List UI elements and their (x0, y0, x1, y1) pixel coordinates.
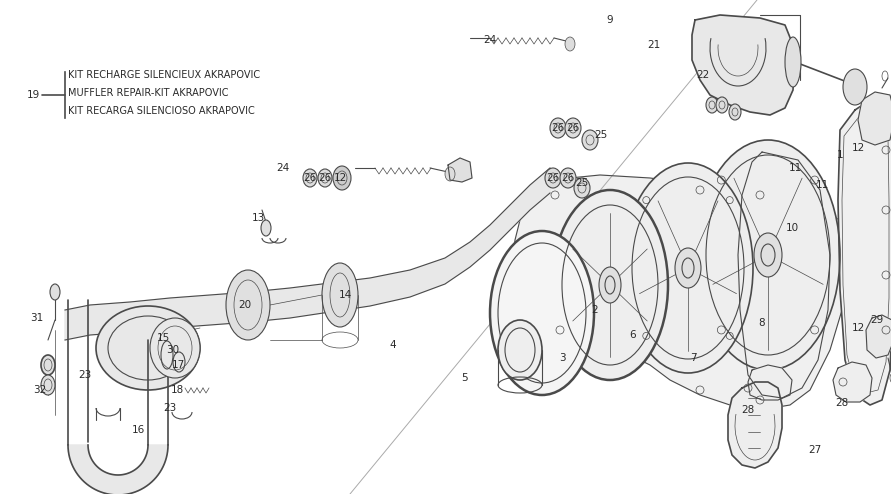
Text: 9: 9 (607, 15, 613, 25)
Text: 29: 29 (871, 315, 884, 325)
Text: 23: 23 (163, 403, 176, 413)
Text: 12: 12 (333, 173, 347, 183)
Text: 20: 20 (239, 300, 251, 310)
Polygon shape (748, 365, 792, 400)
Ellipse shape (574, 178, 590, 198)
Ellipse shape (545, 168, 561, 188)
Ellipse shape (599, 267, 621, 303)
Ellipse shape (303, 169, 317, 187)
Text: 2: 2 (592, 305, 599, 315)
Ellipse shape (623, 163, 753, 373)
Text: 11: 11 (789, 163, 802, 173)
Text: KIT RECARGA SILENCIOSO AKRAPOVIC: KIT RECARGA SILENCIOSO AKRAPOVIC (68, 106, 255, 116)
Polygon shape (68, 445, 168, 494)
Ellipse shape (445, 167, 455, 181)
Ellipse shape (706, 97, 718, 113)
Text: 26: 26 (567, 123, 580, 133)
Polygon shape (65, 168, 550, 340)
Ellipse shape (565, 37, 575, 51)
Ellipse shape (322, 263, 358, 327)
Ellipse shape (50, 284, 60, 300)
Text: 1: 1 (837, 150, 843, 160)
Text: 22: 22 (697, 70, 709, 80)
Ellipse shape (675, 248, 701, 288)
Text: 10: 10 (786, 223, 798, 233)
Text: 6: 6 (630, 330, 636, 340)
Text: 27: 27 (808, 445, 822, 455)
Ellipse shape (550, 118, 566, 138)
Text: 26: 26 (561, 173, 575, 183)
Text: KIT RECHARGE SILENCIEUX AKRAPOVIC: KIT RECHARGE SILENCIEUX AKRAPOVIC (68, 70, 260, 80)
Ellipse shape (552, 190, 668, 380)
Text: 25: 25 (594, 130, 608, 140)
Polygon shape (692, 15, 795, 115)
Ellipse shape (490, 231, 594, 395)
Ellipse shape (565, 118, 581, 138)
Ellipse shape (560, 168, 576, 188)
Text: 5: 5 (462, 373, 469, 383)
Polygon shape (858, 92, 891, 145)
Polygon shape (866, 315, 891, 358)
Text: 14: 14 (339, 290, 352, 300)
Ellipse shape (716, 97, 728, 113)
Text: 26: 26 (318, 173, 331, 183)
Text: 28: 28 (741, 405, 755, 415)
Text: 16: 16 (131, 425, 144, 435)
Polygon shape (838, 100, 891, 405)
Text: 12: 12 (852, 323, 864, 333)
Ellipse shape (41, 355, 55, 375)
Text: 26: 26 (546, 173, 560, 183)
Polygon shape (510, 175, 850, 410)
Text: 26: 26 (552, 123, 565, 133)
Ellipse shape (729, 104, 741, 120)
Text: 23: 23 (78, 370, 92, 380)
Text: 7: 7 (690, 353, 696, 363)
Text: 30: 30 (167, 345, 180, 355)
Ellipse shape (261, 220, 271, 236)
Polygon shape (728, 382, 782, 468)
Text: MUFFLER REPAIR-KIT AKRAPOVIC: MUFFLER REPAIR-KIT AKRAPOVIC (68, 88, 228, 98)
Ellipse shape (333, 166, 351, 190)
Ellipse shape (785, 37, 801, 87)
Text: 24: 24 (484, 35, 496, 45)
Ellipse shape (96, 306, 200, 390)
Ellipse shape (754, 233, 782, 277)
Text: 31: 31 (30, 313, 44, 323)
Ellipse shape (150, 318, 200, 378)
Text: 28: 28 (836, 398, 848, 408)
Ellipse shape (41, 375, 55, 395)
Ellipse shape (498, 320, 542, 380)
Text: 17: 17 (171, 360, 184, 370)
Text: 25: 25 (576, 178, 589, 188)
Text: 26: 26 (303, 173, 316, 183)
Polygon shape (833, 362, 872, 402)
Text: 19: 19 (27, 90, 39, 100)
Polygon shape (448, 158, 472, 182)
Text: 13: 13 (251, 213, 265, 223)
Text: 8: 8 (759, 318, 765, 328)
Text: 15: 15 (157, 333, 169, 343)
Ellipse shape (582, 130, 598, 150)
Ellipse shape (318, 169, 332, 187)
Text: 24: 24 (276, 163, 290, 173)
Text: 3: 3 (559, 353, 565, 363)
Text: 11: 11 (815, 180, 829, 190)
Text: 18: 18 (170, 385, 184, 395)
Text: 32: 32 (33, 385, 46, 395)
Text: 21: 21 (648, 40, 660, 50)
Text: 12: 12 (852, 143, 864, 153)
Ellipse shape (696, 140, 840, 370)
Text: 4: 4 (389, 340, 396, 350)
Ellipse shape (226, 270, 270, 340)
Ellipse shape (843, 69, 867, 105)
